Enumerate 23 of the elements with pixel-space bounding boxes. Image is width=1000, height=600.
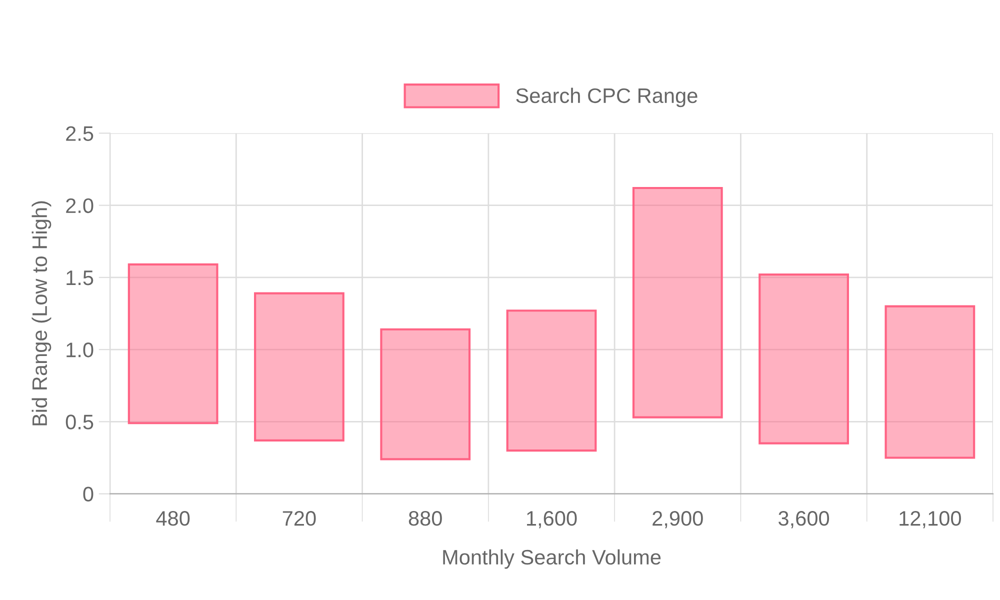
x-tick-label: 1,600: [527, 511, 577, 528]
y-axis-title: Bid Range (Low to High): [32, 201, 52, 426]
x-tick-label: 480: [156, 511, 190, 526]
x-tick-label: 880: [408, 511, 442, 526]
x-tick-label: 720: [282, 511, 316, 526]
legend-label: Search CPC Range: [516, 88, 698, 108]
bar: [632, 186, 723, 418]
y-tick-label: 1.5: [66, 270, 94, 286]
y-tick-label: 2.5: [66, 126, 94, 141]
y-tick-label: 0.5: [66, 414, 94, 430]
bar: [254, 292, 344, 442]
bar: [128, 263, 218, 424]
bar: [506, 310, 597, 452]
x-tick-label: 2,900: [652, 511, 703, 528]
bar: [380, 328, 471, 460]
x-axis-title: Monthly Search Volume: [443, 549, 661, 569]
bar: [884, 305, 976, 459]
bar: [758, 274, 849, 444]
y-tick-label: 1.0: [66, 342, 94, 358]
y-tick-label: 0: [83, 486, 94, 502]
x-tick-label: 3,600: [778, 511, 830, 528]
y-tick-label: 2.0: [66, 198, 94, 214]
x-tick-label: 12,100: [900, 511, 961, 528]
